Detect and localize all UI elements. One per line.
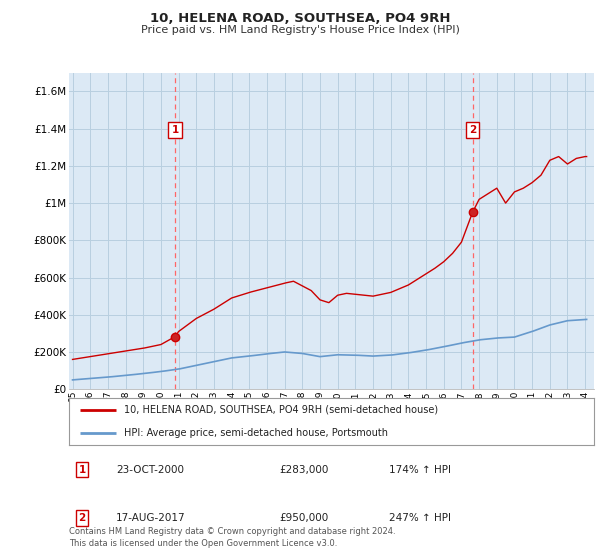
Text: Price paid vs. HM Land Registry's House Price Index (HPI): Price paid vs. HM Land Registry's House … [140,25,460,35]
Text: 2: 2 [79,513,86,523]
Text: £283,000: £283,000 [279,465,328,475]
Text: 1: 1 [79,465,86,475]
Text: 23-OCT-2000: 23-OCT-2000 [116,465,184,475]
Text: £950,000: £950,000 [279,513,328,523]
Text: 247% ↑ HPI: 247% ↑ HPI [389,513,451,523]
Text: Contains HM Land Registry data © Crown copyright and database right 2024.
This d: Contains HM Land Registry data © Crown c… [69,527,395,548]
Text: 2: 2 [469,125,476,135]
Text: 174% ↑ HPI: 174% ↑ HPI [389,465,451,475]
Text: HPI: Average price, semi-detached house, Portsmouth: HPI: Average price, semi-detached house,… [124,428,388,438]
Text: 17-AUG-2017: 17-AUG-2017 [116,513,186,523]
Text: 10, HELENA ROAD, SOUTHSEA, PO4 9RH: 10, HELENA ROAD, SOUTHSEA, PO4 9RH [150,12,450,25]
Text: 10, HELENA ROAD, SOUTHSEA, PO4 9RH (semi-detached house): 10, HELENA ROAD, SOUTHSEA, PO4 9RH (semi… [124,405,438,415]
Text: 1: 1 [172,125,179,135]
